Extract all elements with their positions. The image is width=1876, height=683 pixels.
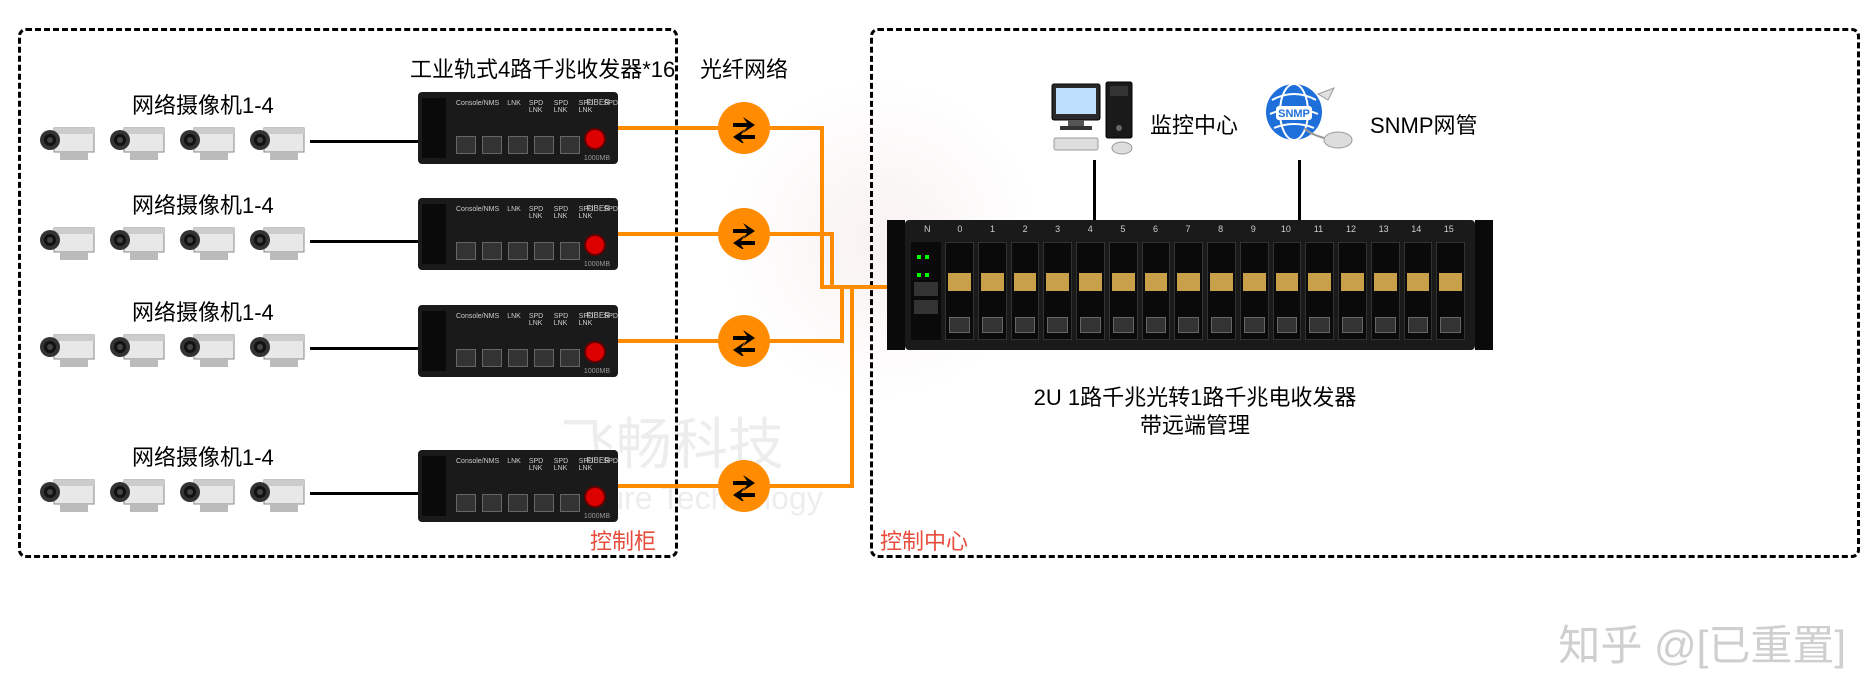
camera-icon — [40, 325, 100, 373]
wire-cam-switch — [310, 140, 418, 143]
wire-cam-switch — [310, 347, 418, 350]
chassis-slot — [1174, 242, 1203, 340]
fiber-hline — [618, 232, 718, 236]
camera-icon — [180, 118, 240, 166]
chassis-slot — [1076, 242, 1105, 340]
pc-vline — [1093, 160, 1096, 220]
chassis-slot — [1305, 242, 1334, 340]
camera-icon — [110, 470, 170, 518]
fiber-vline — [830, 232, 834, 289]
camera-icon — [110, 218, 170, 266]
chassis-slot — [1371, 242, 1400, 340]
camera-group-label: 网络摄像机1-4 — [132, 440, 274, 472]
camera-icon — [110, 325, 170, 373]
fiber-connector-icon — [718, 102, 770, 154]
fiber-hline-right — [770, 126, 820, 130]
camera-icon — [250, 118, 310, 166]
industrial-switch: Console/NMSLNKSPD LNKSPD LNKSPD LNKSPD10… — [418, 198, 618, 270]
fiber-hline-right — [770, 484, 850, 488]
camera-icon — [110, 118, 170, 166]
fiber-connector-icon — [718, 208, 770, 260]
chassis-2u: N0123456789101112131415 — [905, 220, 1475, 350]
chassis-slot — [1404, 242, 1433, 340]
chassis-slot — [1273, 242, 1302, 340]
fiber-hline — [618, 484, 718, 488]
snmp-globe-icon: SNMP — [1260, 80, 1360, 165]
fiber-hline — [618, 126, 718, 130]
chassis-slot — [1011, 242, 1040, 340]
fiber-vline — [820, 126, 824, 289]
monitor-center-label: 监控中心 — [1150, 108, 1238, 140]
control-center-label: 控制中心 — [880, 524, 968, 556]
chassis-label-2: 带远端管理 — [995, 408, 1395, 440]
fiber-network-label: 光纤网络 — [700, 52, 788, 84]
chassis-slot — [945, 242, 974, 340]
camera-icon — [250, 325, 310, 373]
camera-icon — [180, 325, 240, 373]
fiber-connector-icon — [718, 315, 770, 367]
camera-icon — [40, 470, 100, 518]
industrial-switch: Console/NMSLNKSPD LNKSPD LNKSPD LNKSPD10… — [418, 92, 618, 164]
chassis-slot — [1207, 242, 1236, 340]
chassis-slot — [1142, 242, 1171, 340]
wire-cam-switch — [310, 492, 418, 495]
industrial-switch-label: 工业轨式4路千兆收发器*16 — [410, 52, 675, 84]
chassis-slot — [1240, 242, 1269, 340]
svg-text:SNMP: SNMP — [1278, 108, 1310, 120]
fiber-vline — [850, 285, 854, 488]
industrial-switch: Console/NMSLNKSPD LNKSPD LNKSPD LNKSPD10… — [418, 305, 618, 377]
camera-group-label: 网络摄像机1-4 — [132, 295, 274, 327]
corner-watermark: 知乎 @[已重置] — [1558, 612, 1846, 673]
camera-icon — [250, 218, 310, 266]
control-cabinet-label: 控制柜 — [590, 524, 656, 556]
fiber-hline — [618, 339, 718, 343]
fiber-connector-icon — [718, 460, 770, 512]
camera-icon — [180, 218, 240, 266]
chassis-slot — [1338, 242, 1367, 340]
camera-icon — [180, 470, 240, 518]
fiber-hline-right — [770, 339, 840, 343]
fiber-vline — [840, 285, 844, 343]
chassis-slot — [978, 242, 1007, 340]
snmp-vline — [1298, 160, 1301, 220]
wire-cam-switch — [310, 240, 418, 243]
camera-icon — [40, 118, 100, 166]
monitor-pc-icon — [1050, 80, 1140, 165]
camera-group-label: 网络摄像机1-4 — [132, 88, 274, 120]
snmp-label: SNMP网管 — [1370, 108, 1478, 140]
chassis-slot — [1043, 242, 1072, 340]
camera-group-label: 网络摄像机1-4 — [132, 188, 274, 220]
chassis-slot — [1436, 242, 1465, 340]
camera-icon — [40, 218, 100, 266]
fiber-hline-right — [770, 232, 830, 236]
chassis-slot — [1109, 242, 1138, 340]
industrial-switch: Console/NMSLNKSPD LNKSPD LNKSPD LNKSPD10… — [418, 450, 618, 522]
camera-icon — [250, 470, 310, 518]
